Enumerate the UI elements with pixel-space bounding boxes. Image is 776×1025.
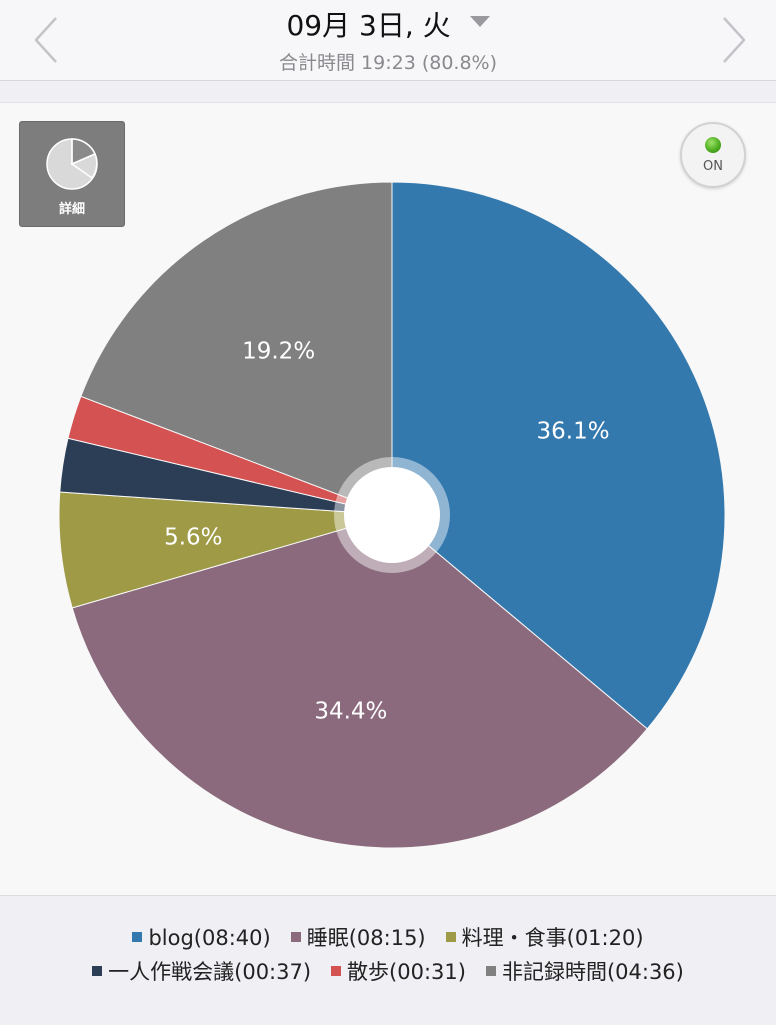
legend-label: 料理・食事(01:20) [461,926,644,950]
legend-row: blog(08:40) 睡眠(08:15) 料理・食事(01:20) [0,922,776,952]
chevron-left-icon [34,17,57,63]
legend: blog(08:40) 睡眠(08:15) 料理・食事(01:20) 一人作戦会議(… [0,895,776,1025]
donut-hole [344,467,440,563]
total-time-label: 合計時間 19:23 (80.8%) [278,52,498,74]
caret-down-icon [469,0,490,39]
legend-swatch [290,932,301,942]
legend-swatch [331,966,342,976]
header-bar: 09月 3日, 火 合計時間 19:23 (80.8%) [0,0,776,81]
legend-item: 非記録時間(04:36) [485,956,684,986]
legend-swatch [132,932,143,942]
on-toggle-button[interactable]: ON [680,122,746,188]
legend-item: 料理・食事(01:20) [445,922,644,952]
pie-chart-icon [46,138,98,190]
legend-label: 散歩(00:31) [347,960,466,984]
separator-band [0,81,776,103]
legend-swatch [445,932,456,942]
chevron-right-icon [723,17,746,63]
legend-label: 一人作戦会議(00:37) [108,960,312,984]
toggle-label: ON [703,159,723,174]
slice-label-1: 34.4% [314,699,387,725]
pie-chart[interactable]: 36.1% 34.4% 5.6% 19.2% [0,103,776,895]
pie-slice-0[interactable] [391,181,726,730]
legend-label: 睡眠(08:15) [306,926,426,950]
legend-swatch [485,966,496,976]
slice-label-5: 19.2% [242,338,315,364]
legend-item: 睡眠(08:15) [290,922,426,952]
legend-item: 散歩(00:31) [331,956,466,986]
slice-label-0: 36.1% [537,418,610,444]
legend-item: 一人作戦会議(00:37) [92,956,311,986]
detail-button[interactable]: 詳細 [19,121,125,227]
date-picker-button[interactable]: 09月 3日, 火 [286,6,490,47]
chart-area: 36.1% 34.4% 5.6% 19.2% 詳細 ON [0,103,776,895]
previous-day-button[interactable] [28,14,68,66]
legend-swatch [92,966,103,976]
detail-label: 詳細 [58,202,85,217]
pie-slice-1[interactable] [71,514,648,849]
date-label: 09月 3日, 火 [286,9,451,42]
slice-label-2: 5.6% [164,524,222,550]
status-led-icon [705,137,721,153]
next-day-button[interactable] [714,14,754,66]
legend-label: 非記録時間(04:36) [501,960,684,984]
legend-item: blog(08:40) [132,926,271,950]
pie-slice-5[interactable] [80,181,393,516]
legend-label: blog(08:40) [148,926,271,950]
legend-row: 一人作戦会議(00:37) 散歩(00:31) 非記録時間(04:36) [0,956,776,986]
date-row: 09月 3日, 火 [0,6,776,47]
